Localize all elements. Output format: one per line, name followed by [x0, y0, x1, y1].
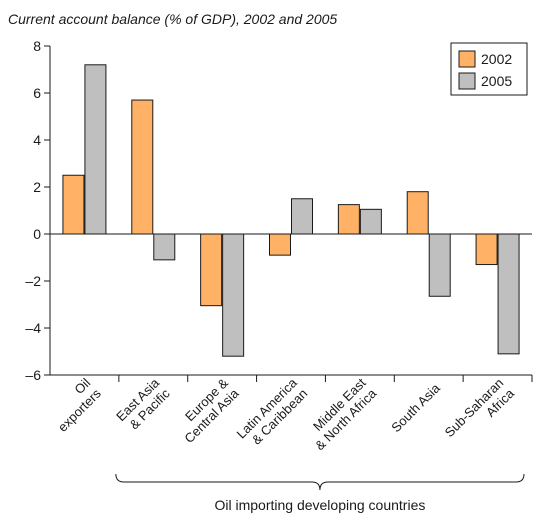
legend-label-2005: 2005 — [481, 73, 512, 89]
x-category-label: Middle East& North Africa — [301, 375, 379, 453]
group-brace-label: Oil importing developing countries — [214, 497, 425, 513]
x-category-label: Oilexporters — [44, 375, 104, 435]
x-category-label: Sub-SaharanAfrica — [442, 375, 518, 451]
y-tick-label: –2 — [25, 273, 41, 289]
bar-2005-2 — [222, 233, 245, 357]
group-brace-path — [115, 473, 525, 491]
bar-2002-0 — [62, 174, 85, 235]
bar-2005-4 — [359, 208, 382, 235]
legend-swatch-2002 — [458, 50, 476, 68]
bar-2002-3 — [269, 233, 291, 256]
bars-layer — [62, 64, 520, 357]
x-category-label-line: South Asia — [388, 380, 443, 435]
bar-2002-5 — [406, 191, 429, 235]
x-category-label: Latin America& Caribbean — [234, 375, 311, 452]
chart-title: Current account balance (% of GDP), 2002… — [8, 11, 338, 27]
bar-2005-3 — [291, 198, 313, 235]
bar-2005-0 — [84, 64, 107, 235]
x-category-label: East Asia& Pacific — [113, 375, 173, 435]
legend-label-2002: 2002 — [481, 51, 512, 67]
group-brace: Oil importing developing countries — [115, 473, 525, 513]
axes-layer — [49, 46, 532, 376]
x-axis-labels: Oilexporters East Asia& Pacific Europe &Ce… — [44, 375, 533, 453]
x-category-label: South Asia — [388, 380, 443, 435]
y-tick-label: 2 — [33, 179, 41, 195]
y-tick-label: 6 — [33, 85, 41, 101]
y-tick-label: –4 — [25, 320, 41, 336]
x-category-label: Europe &Central Asia — [171, 375, 242, 446]
bar-2002-2 — [200, 233, 223, 307]
bar-2005-6 — [497, 233, 520, 355]
y-tick-label: –6 — [25, 367, 41, 383]
bar-2002-6 — [475, 233, 498, 266]
bar-2005-1 — [153, 233, 176, 261]
y-tick-label: 8 — [33, 38, 41, 54]
legend: 2002 2005 — [450, 42, 528, 96]
bar-2002-4 — [337, 204, 360, 235]
legend-swatch-2005 — [458, 72, 476, 90]
y-tick-label: 0 — [33, 226, 41, 242]
bar-2002-1 — [131, 99, 154, 235]
y-axis-ticks: –6 –4 –2 0 2 4 6 8 — [25, 38, 50, 383]
y-tick-label: 4 — [33, 132, 41, 148]
bar-2005-5 — [428, 233, 451, 297]
